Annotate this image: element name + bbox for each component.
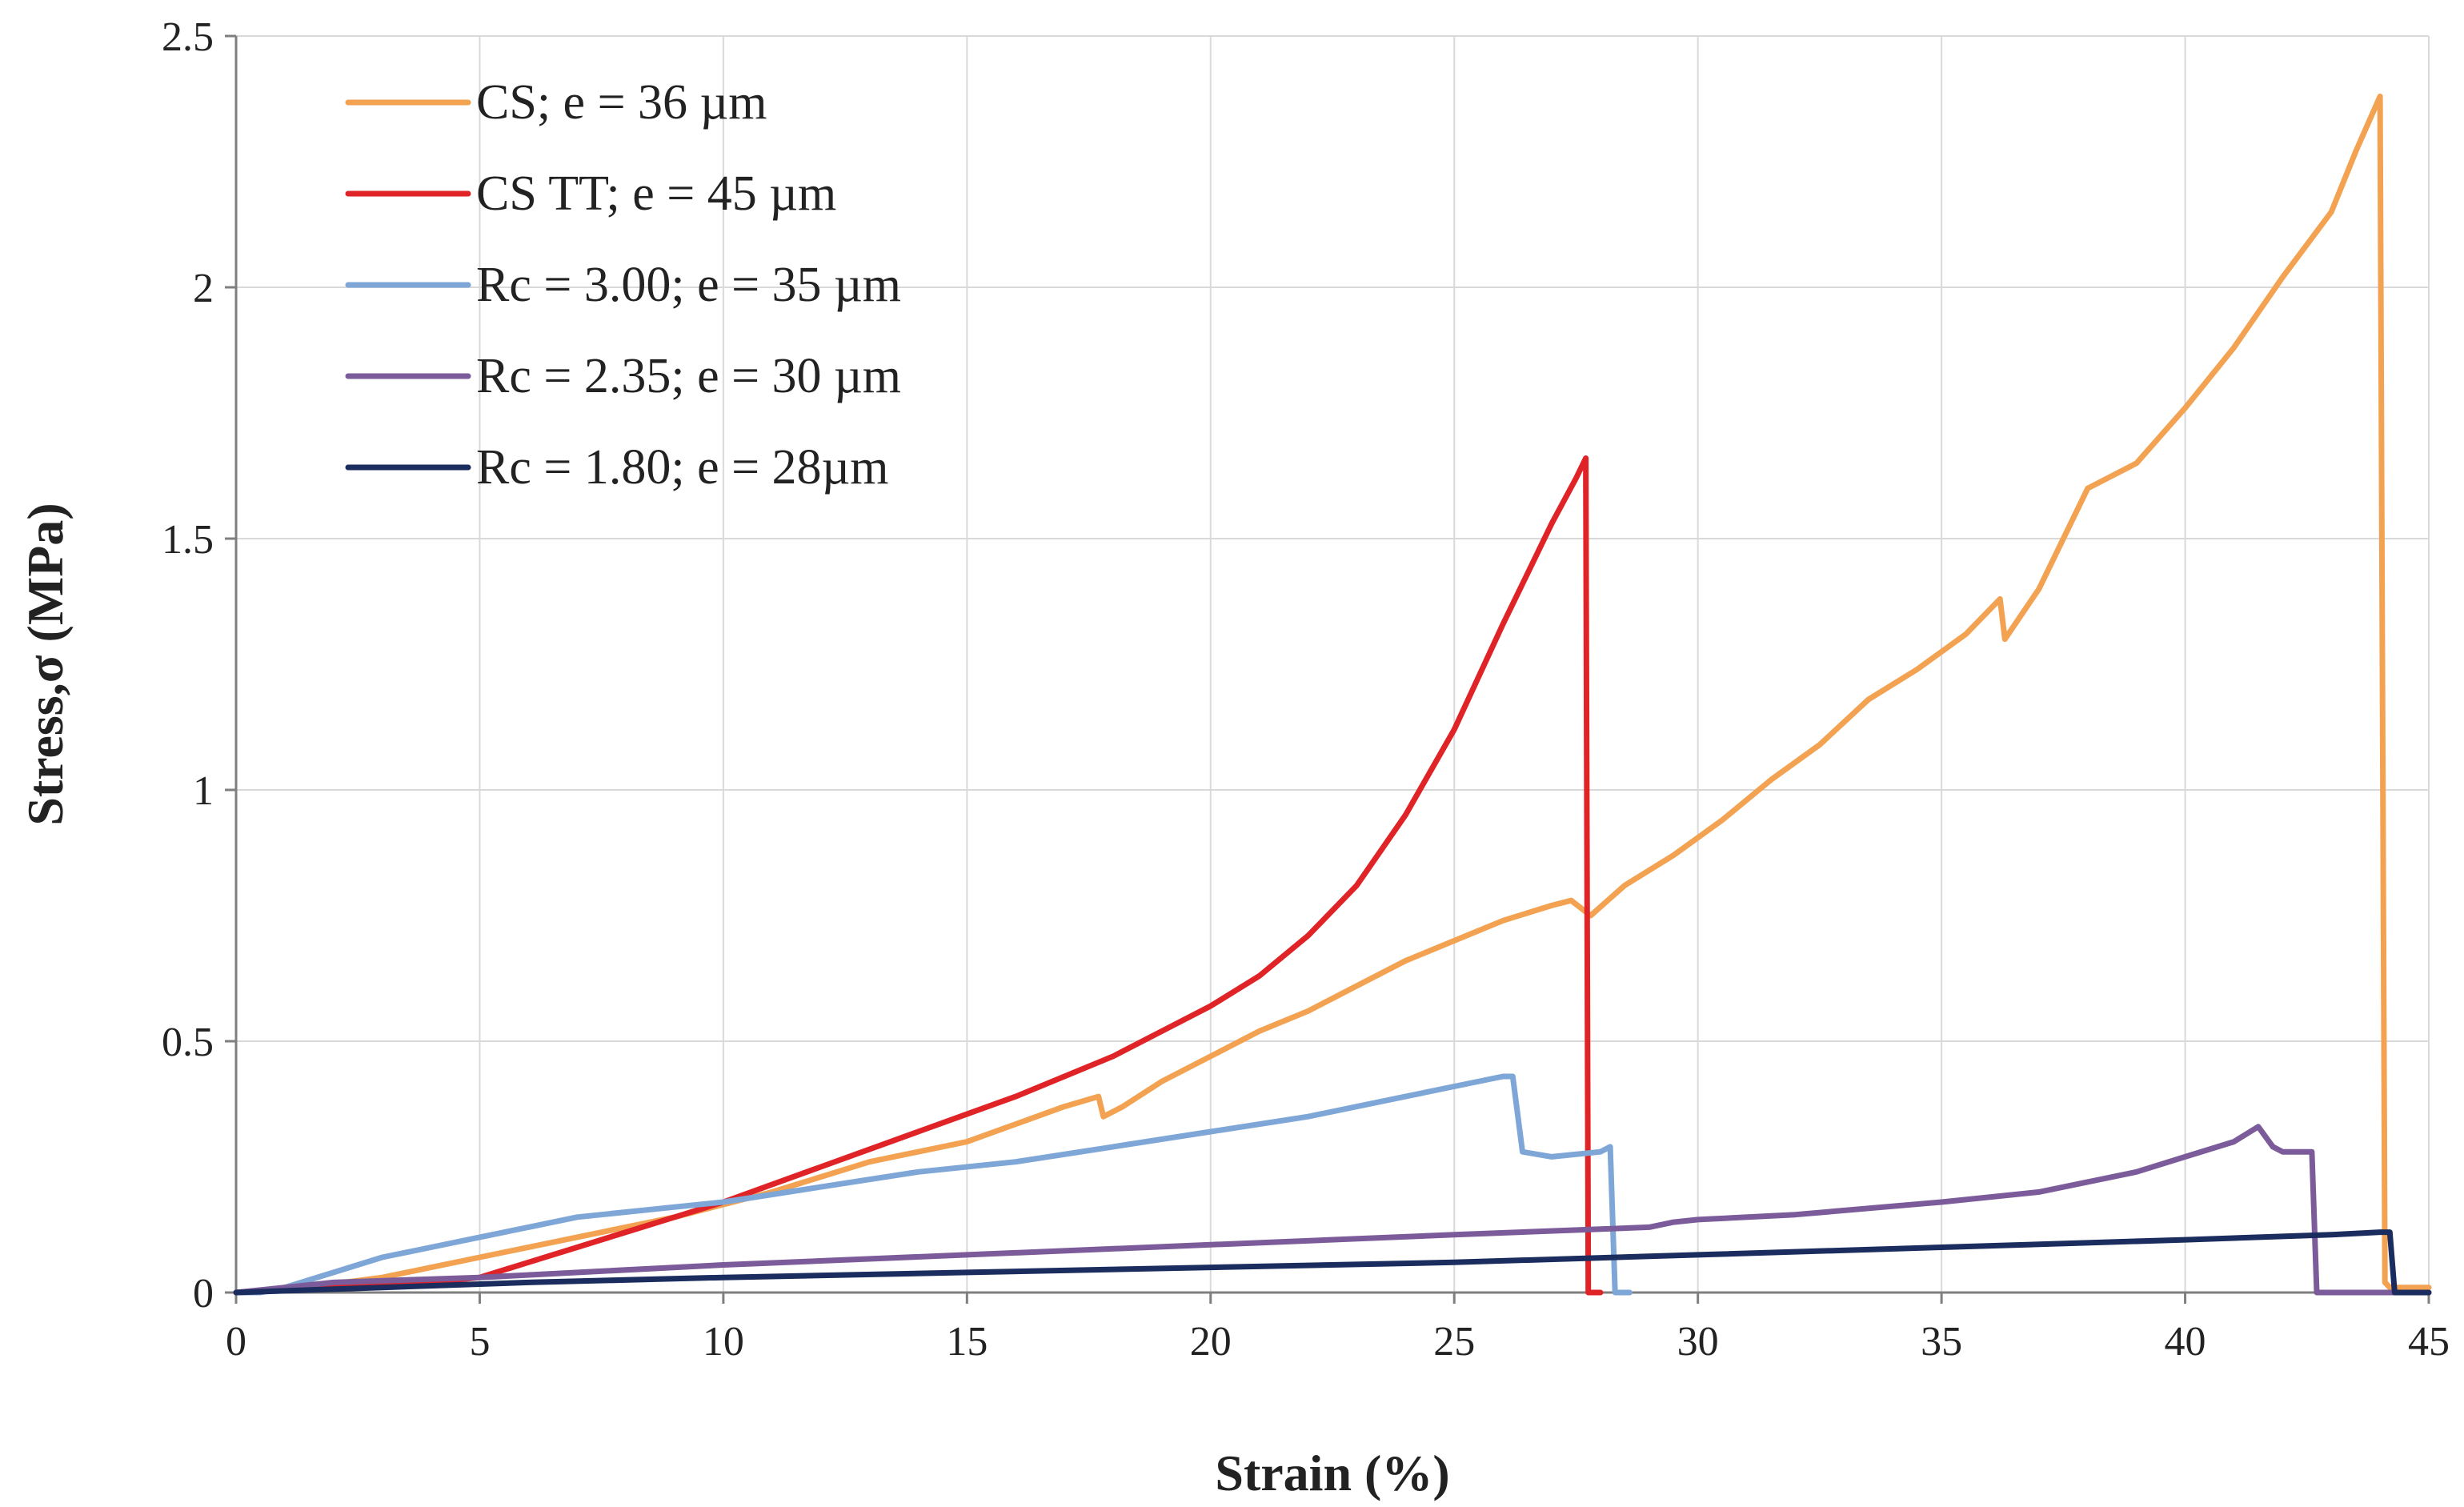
legend-label: Rc = 2.35; e = 30 µm — [476, 349, 901, 403]
y-axis-title: Stress,σ (MPa) — [17, 503, 74, 825]
x-tick-label: 25 — [1433, 1319, 1475, 1365]
x-tick-label: 30 — [1677, 1319, 1719, 1365]
legend-label: Rc = 1.80; e = 28µm — [476, 440, 889, 495]
legend-label: Rc = 3.00; e = 35 µm — [476, 258, 901, 312]
series-line-1 — [233, 93, 2432, 1296]
x-axis-title: Strain (%) — [1215, 1445, 1449, 1501]
series-line-4 — [233, 1124, 2432, 1296]
series-line-5 — [233, 1229, 2432, 1296]
x-tick-label: 5 — [469, 1319, 490, 1365]
x-tick-label: 45 — [2408, 1319, 2450, 1365]
tick-labels: 0 5 10 15 20 25 30 35 40 45 0 0.5 1 1.5 2 2.5 — [162, 14, 2450, 1365]
y-tick-label: 0 — [193, 1271, 214, 1317]
legend-label: CS TT; e = 45 µm — [476, 166, 836, 221]
series-line-3 — [233, 1073, 1633, 1296]
x-tick-label: 0 — [226, 1319, 246, 1365]
grid-lines — [236, 35, 2430, 1293]
axes — [225, 34, 2430, 1304]
legend: CS; e = 36 µm CS TT; e = 45 µm Rc = 3.00; … — [345, 75, 901, 495]
series-line-2 — [233, 455, 1604, 1296]
x-tick-label: 15 — [946, 1319, 988, 1365]
y-tick-label: 2.5 — [162, 14, 214, 60]
x-tick-label: 40 — [2165, 1319, 2206, 1365]
legend-label: CS; e = 36 µm — [476, 75, 767, 130]
y-tick-label: 2 — [193, 266, 214, 311]
y-tick-label: 0.5 — [162, 1020, 214, 1065]
series-lines — [233, 93, 2432, 1296]
y-tick-label: 1.5 — [162, 517, 214, 563]
x-tick-label: 20 — [1190, 1319, 1232, 1365]
x-tick-label: 35 — [1921, 1319, 1962, 1365]
y-tick-label: 1 — [193, 768, 214, 814]
x-tick-label: 10 — [703, 1319, 744, 1365]
